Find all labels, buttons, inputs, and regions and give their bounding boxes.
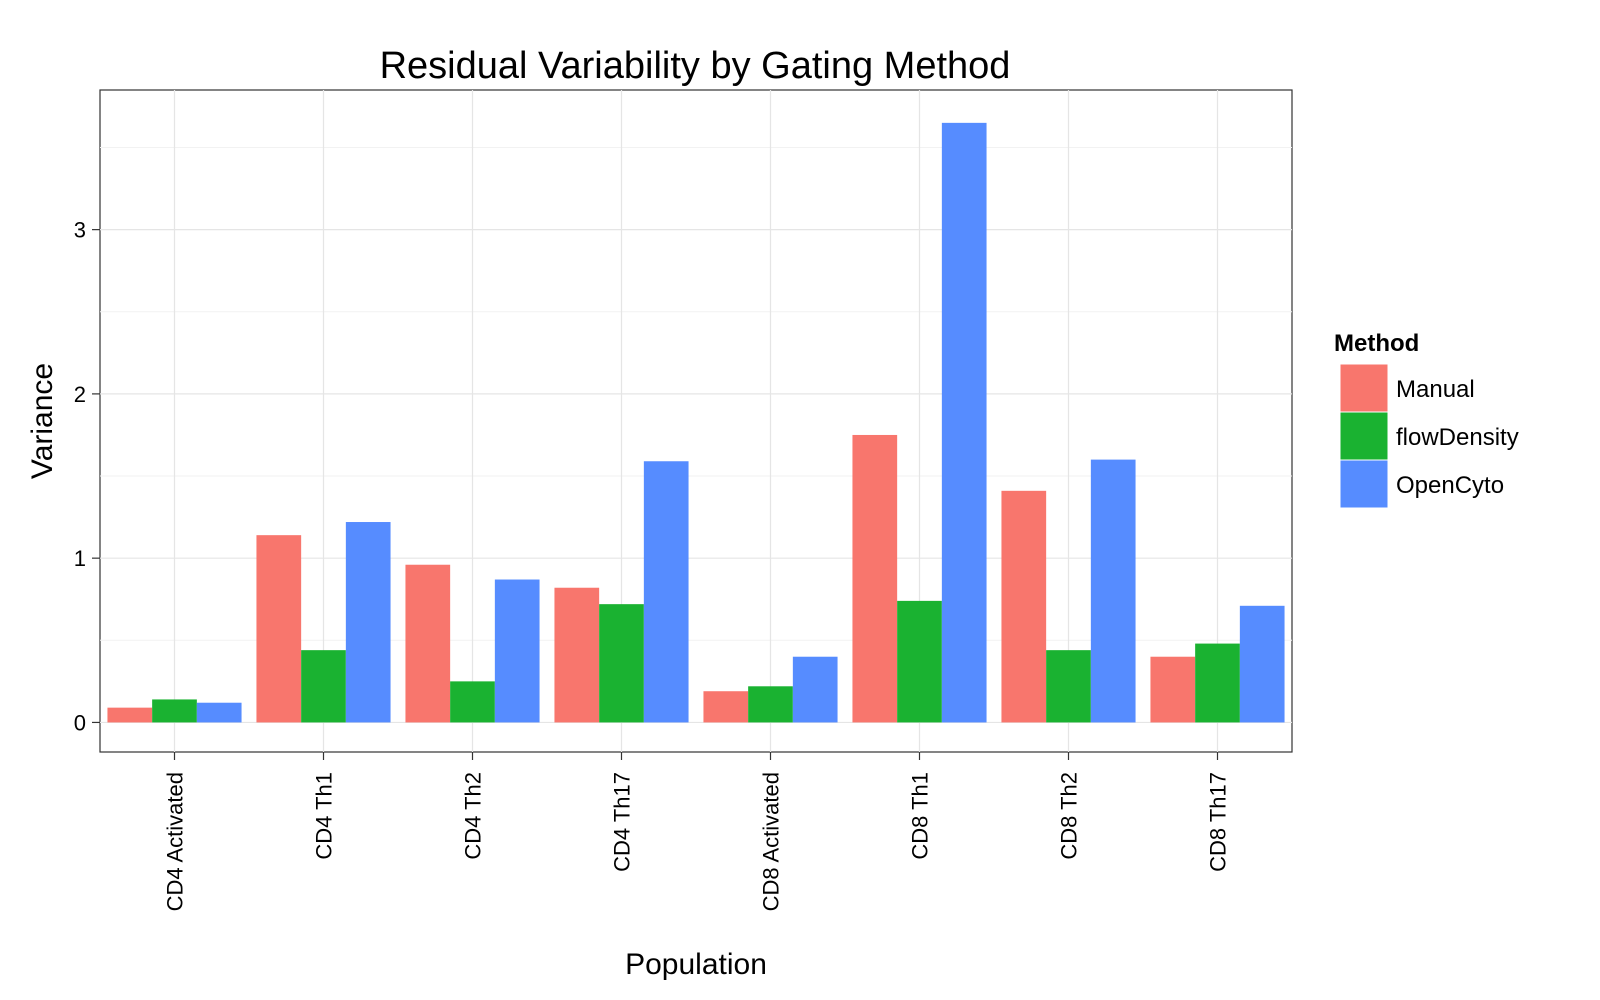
legend-swatch bbox=[1339, 411, 1389, 461]
bar bbox=[554, 587, 600, 723]
bar bbox=[703, 691, 749, 723]
legend: Method Manual flowDensity OpenCyto bbox=[1334, 330, 1519, 509]
x-tick-label: CD8 Th2 bbox=[1057, 772, 1082, 860]
legend-title: Method bbox=[1334, 330, 1419, 357]
legend-label: Manual bbox=[1396, 376, 1475, 403]
bars bbox=[107, 122, 1285, 723]
legend-label: flowDensity bbox=[1396, 424, 1519, 451]
bar bbox=[494, 579, 540, 723]
y-tick-label: 0 bbox=[74, 710, 86, 735]
bar bbox=[599, 604, 644, 723]
bar bbox=[196, 702, 242, 723]
bar bbox=[107, 707, 153, 723]
chart-title: Residual Variability by Gating Method bbox=[380, 45, 1011, 87]
bar bbox=[1090, 459, 1136, 723]
y-tick-label: 1 bbox=[74, 546, 86, 571]
x-axis-title: Population bbox=[625, 948, 767, 981]
bar bbox=[1150, 656, 1196, 723]
bar bbox=[792, 656, 838, 723]
legend-swatch bbox=[1339, 363, 1389, 413]
bar bbox=[152, 699, 197, 723]
bar bbox=[897, 600, 942, 723]
bar bbox=[852, 434, 898, 723]
y-tick-label: 3 bbox=[74, 218, 86, 243]
bar bbox=[345, 522, 391, 723]
bar bbox=[1239, 605, 1285, 723]
bar bbox=[450, 681, 495, 723]
bar bbox=[748, 686, 793, 723]
x-tick-label: CD4 Activated bbox=[163, 772, 188, 911]
bar bbox=[1001, 490, 1047, 723]
bar bbox=[256, 535, 302, 723]
x-tick-label: CD8 Activated bbox=[759, 772, 784, 911]
bar bbox=[643, 461, 689, 723]
x-tick-label: CD8 Th1 bbox=[908, 772, 933, 860]
bar bbox=[301, 650, 346, 723]
x-axis: CD4 Activated CD4 Th1 CD4 Th2 CD4 Th17 CD8 A… bbox=[163, 752, 1231, 911]
legend-swatch bbox=[1339, 459, 1389, 509]
y-tick-label: 2 bbox=[74, 382, 86, 407]
bar bbox=[941, 122, 987, 723]
x-tick-label: CD8 Th17 bbox=[1206, 772, 1231, 872]
x-tick-label: CD4 Th17 bbox=[610, 772, 635, 872]
x-tick-label: CD4 Th2 bbox=[461, 772, 486, 860]
bar bbox=[405, 564, 451, 723]
bar bbox=[1046, 650, 1091, 723]
x-tick-label: CD4 Th1 bbox=[312, 772, 337, 860]
y-axis: 0 1 2 3 bbox=[74, 218, 100, 735]
legend-label: OpenCyto bbox=[1396, 472, 1504, 499]
y-axis-title: Variance bbox=[26, 363, 59, 479]
bar bbox=[1195, 643, 1240, 723]
